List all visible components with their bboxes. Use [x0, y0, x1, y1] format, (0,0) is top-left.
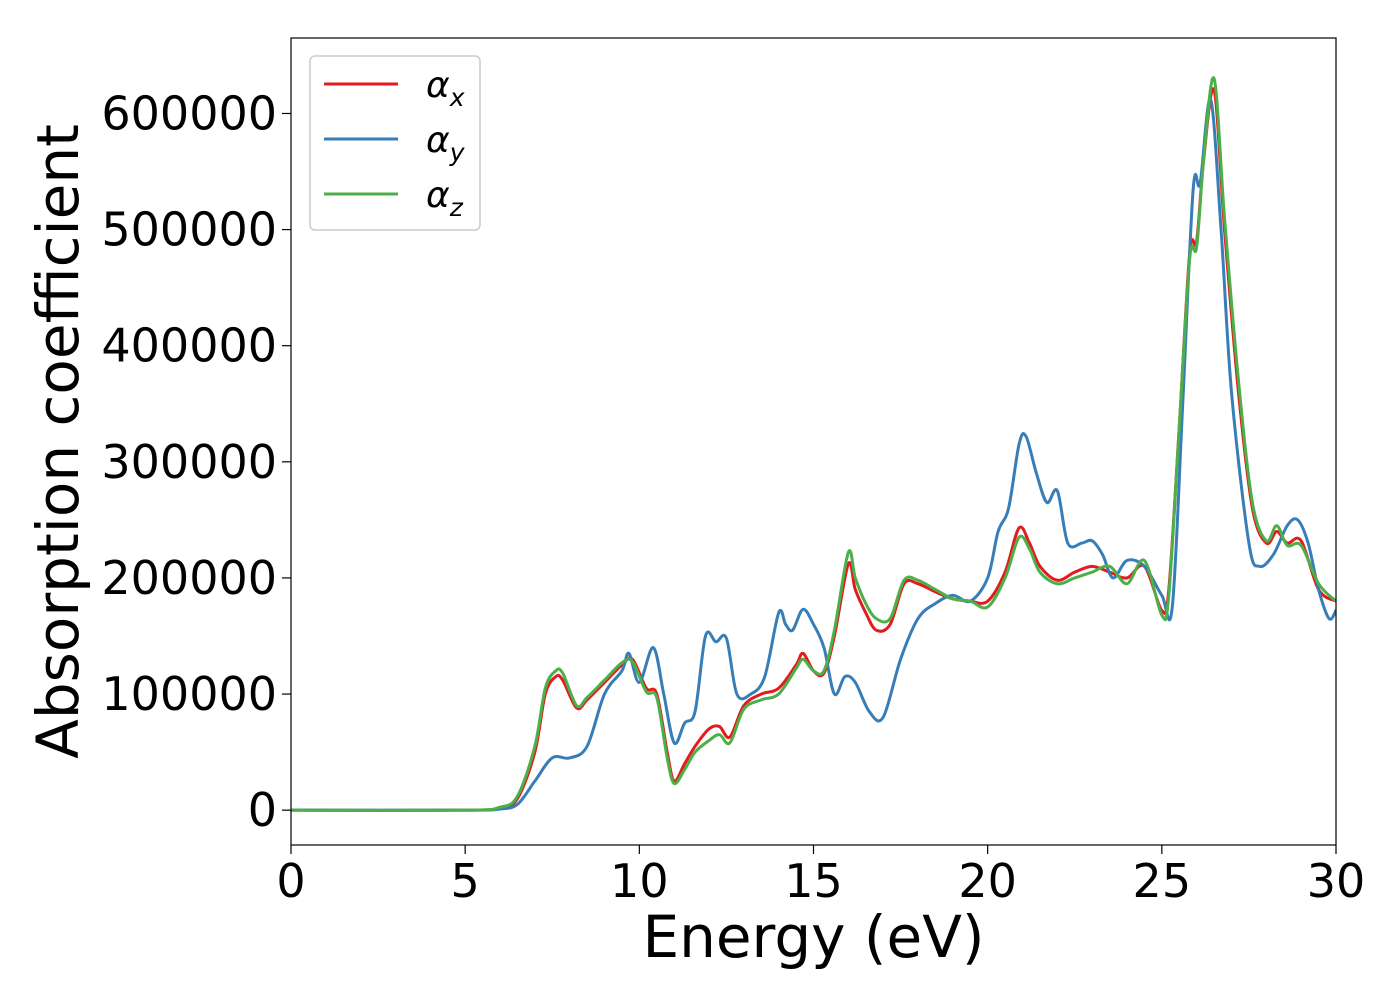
y-tick-label: 400000 [101, 319, 277, 373]
y-tick-label: 300000 [101, 435, 277, 489]
y-tick-label: 0 [248, 783, 277, 837]
x-tick-label: 30 [1307, 854, 1366, 908]
legend-label-alpha-z: αz [426, 175, 464, 222]
legend: αx αy αz [309, 55, 481, 231]
x-tick-label: 10 [610, 854, 669, 908]
x-tick-label: 0 [276, 854, 305, 908]
x-tick-label: 20 [958, 854, 1017, 908]
legend-label-alpha-y: αy [426, 120, 466, 167]
y-axis-label: Absorption coefficient [24, 124, 92, 759]
x-tick-label: 15 [784, 854, 843, 908]
legend-box [309, 55, 481, 231]
x-tick-label: 5 [451, 854, 480, 908]
y-tick-label: 200000 [101, 551, 277, 605]
y-tick-label: 500000 [101, 203, 277, 257]
y-tick-label: 100000 [101, 667, 277, 721]
x-axis: 0 5 10 15 20 25 30 [276, 845, 1365, 908]
x-axis-label: Energy (eV) [642, 903, 984, 971]
series-line-alpha-z [291, 76, 1336, 812]
legend-label-alpha-x: αx [426, 65, 465, 112]
y-axis: 0 100000 200000 300000 400000 500000 600000 [101, 86, 291, 837]
x-tick-label: 25 [1133, 854, 1192, 908]
series-layer [291, 76, 1336, 812]
y-tick-label: 600000 [101, 86, 277, 140]
